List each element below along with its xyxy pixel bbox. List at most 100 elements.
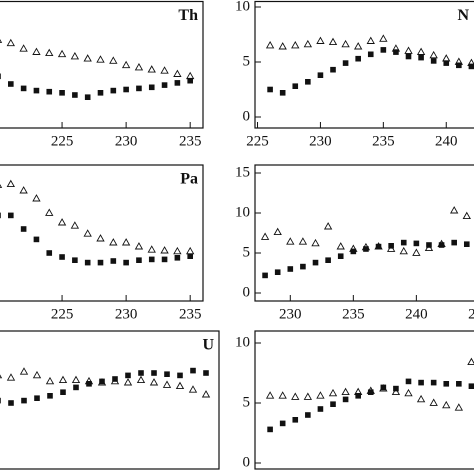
triangle-marker bbox=[109, 238, 118, 246]
square-marker bbox=[292, 83, 299, 89]
triangle-marker bbox=[123, 378, 133, 386]
triangle-marker bbox=[175, 381, 185, 390]
square-marker bbox=[274, 269, 281, 275]
square-marker bbox=[312, 259, 319, 266]
square-marker bbox=[342, 396, 349, 403]
triangle-marker bbox=[188, 385, 198, 393]
triangle-marker bbox=[32, 47, 41, 55]
x-tick-label: 240 bbox=[405, 306, 428, 322]
triangle-marker bbox=[173, 246, 182, 255]
square-marker bbox=[468, 63, 474, 70]
y-tick-label: 10 bbox=[235, 204, 250, 220]
square-marker bbox=[418, 54, 424, 61]
triangle-marker bbox=[71, 375, 81, 384]
triangle-marker bbox=[341, 39, 350, 48]
square-marker bbox=[317, 406, 324, 412]
square-marker bbox=[161, 256, 168, 263]
square-marker bbox=[267, 86, 273, 93]
square-marker bbox=[0, 73, 1, 80]
square-marker bbox=[430, 379, 437, 386]
square-marker bbox=[20, 226, 27, 232]
square-marker bbox=[305, 79, 311, 85]
triangle-marker bbox=[121, 60, 131, 69]
square-marker bbox=[136, 257, 142, 263]
y-tick-label: 10 bbox=[235, 0, 250, 14]
triangle-marker bbox=[286, 237, 295, 245]
triangle-marker bbox=[416, 47, 426, 55]
square-marker bbox=[151, 370, 157, 376]
square-marker bbox=[279, 420, 286, 427]
axes-frame bbox=[254, 330, 474, 470]
square-marker bbox=[330, 66, 336, 73]
square-marker bbox=[287, 266, 294, 272]
square-marker bbox=[59, 90, 65, 96]
triangle-marker bbox=[467, 357, 474, 366]
square-marker bbox=[317, 72, 324, 78]
triangle-marker bbox=[160, 66, 169, 74]
square-marker bbox=[34, 395, 40, 401]
square-marker bbox=[60, 389, 66, 395]
triangle-marker bbox=[374, 242, 383, 250]
triangle-marker bbox=[416, 394, 426, 403]
triangle-marker bbox=[201, 390, 211, 398]
triangle-marker bbox=[84, 376, 94, 385]
square-marker bbox=[456, 62, 462, 69]
square-marker bbox=[363, 246, 369, 252]
square-marker bbox=[20, 85, 27, 92]
triangle-marker bbox=[0, 184, 3, 188]
triangle-marker bbox=[96, 234, 105, 242]
square-marker bbox=[97, 90, 104, 96]
triangle-marker bbox=[149, 378, 159, 386]
axes-frame bbox=[0, 330, 220, 470]
square-marker bbox=[46, 250, 53, 256]
square-marker bbox=[367, 51, 374, 58]
square-marker bbox=[367, 389, 374, 395]
square-marker bbox=[161, 82, 168, 88]
square-marker bbox=[375, 243, 382, 250]
triangle-marker bbox=[260, 232, 270, 240]
triangle-marker bbox=[19, 367, 29, 375]
axes-frame bbox=[0, 0, 204, 129]
square-marker bbox=[8, 81, 14, 87]
panel-label: U bbox=[202, 337, 214, 354]
square-marker bbox=[405, 53, 412, 60]
x-tick-label: 235 bbox=[179, 306, 202, 322]
square-marker bbox=[174, 255, 181, 261]
triangle-marker bbox=[6, 373, 16, 381]
triangle-marker bbox=[303, 39, 313, 48]
triangle-marker bbox=[186, 246, 195, 255]
square-marker bbox=[380, 47, 387, 53]
x-tick-label: 225 bbox=[51, 306, 74, 322]
square-marker bbox=[300, 263, 306, 270]
square-marker bbox=[187, 253, 193, 259]
square-marker bbox=[123, 259, 129, 266]
square-marker bbox=[438, 242, 445, 248]
triangle-marker bbox=[134, 62, 144, 71]
square-marker bbox=[443, 381, 450, 387]
x-tick-label: 230 bbox=[309, 133, 332, 149]
square-marker bbox=[400, 239, 407, 246]
y-tick-label: 15 bbox=[235, 164, 250, 180]
square-marker bbox=[8, 212, 14, 219]
triangle-marker bbox=[379, 384, 388, 392]
square-marker bbox=[443, 60, 450, 66]
panel-label: Th bbox=[178, 7, 198, 24]
triangle-marker bbox=[298, 237, 308, 245]
triangle-marker bbox=[186, 71, 195, 80]
triangle-marker bbox=[379, 34, 388, 42]
axes-frame bbox=[254, 0, 474, 129]
triangle-marker bbox=[341, 387, 350, 396]
square-marker bbox=[112, 376, 118, 382]
x-tick-label: 225 bbox=[246, 133, 269, 149]
square-marker bbox=[337, 253, 344, 259]
square-marker bbox=[292, 417, 299, 423]
square-marker bbox=[418, 379, 424, 386]
triangle-marker bbox=[462, 211, 471, 220]
square-marker bbox=[33, 87, 40, 94]
square-marker bbox=[164, 371, 170, 377]
square-marker bbox=[190, 367, 196, 374]
triangle-marker bbox=[265, 40, 275, 49]
triangle-marker bbox=[278, 42, 287, 50]
triangle-marker bbox=[32, 194, 41, 202]
